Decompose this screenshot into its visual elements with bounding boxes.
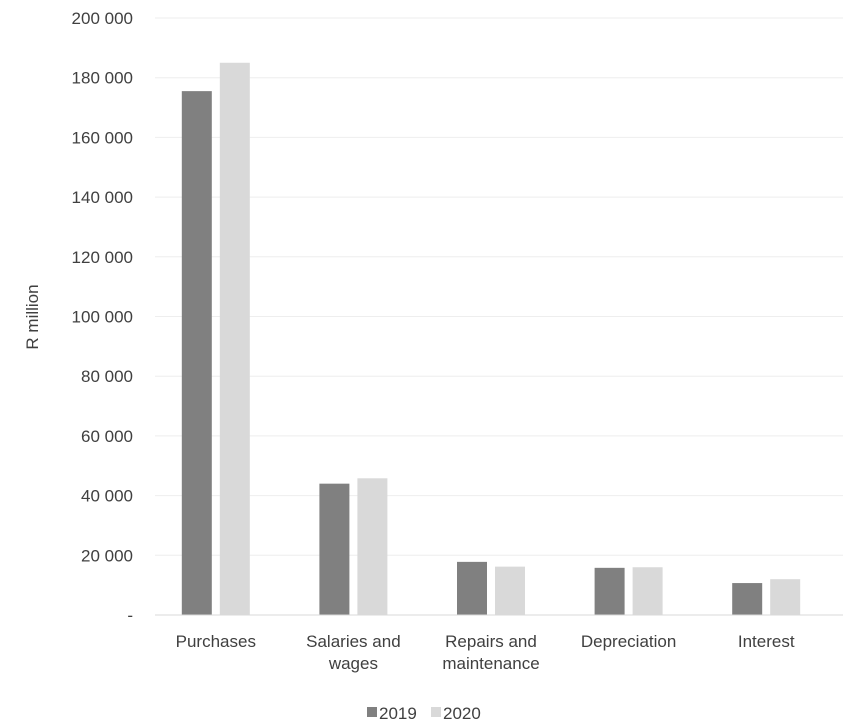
- x-category-label: Repairs and: [445, 632, 537, 651]
- bar-2020: [632, 567, 663, 615]
- bar-2020: [357, 478, 388, 615]
- legend: 2019 2020: [367, 704, 481, 723]
- legend-swatch-2019: [367, 707, 377, 717]
- y-tick-label: 120 000: [72, 248, 133, 267]
- x-axis-category-labels: Purchases Salaries and wages Repairs and mai…: [176, 632, 795, 673]
- y-tick-label: 40 000: [81, 487, 133, 506]
- y-tick-label: 20 000: [81, 546, 133, 565]
- y-axis-tick-labels: - 20 000 40 000 60 000 80 000 100 000 120 000 1…: [72, 9, 133, 625]
- y-tick-label: 60 000: [81, 427, 133, 446]
- bar-2020: [770, 579, 801, 615]
- bar-2019: [594, 567, 625, 615]
- bar-2019: [319, 483, 350, 615]
- legend-label: 2019: [379, 704, 417, 723]
- bar-2019: [457, 561, 487, 615]
- gridlines: [155, 17, 843, 556]
- x-category-label: Interest: [738, 632, 795, 651]
- y-tick-label: 80 000: [81, 367, 133, 386]
- y-tick-label: 200 000: [72, 9, 133, 28]
- bar-2020: [495, 566, 525, 615]
- legend-swatch-2020: [431, 707, 441, 717]
- y-tick-label: -: [127, 606, 133, 625]
- bar-2020: [219, 62, 250, 615]
- legend-label: 2020: [443, 704, 481, 723]
- x-category-label: wages: [328, 654, 378, 673]
- bar-2019: [181, 91, 212, 615]
- y-tick-label: 100 000: [72, 308, 133, 327]
- x-category-label: Salaries and: [306, 632, 401, 651]
- y-tick-label: 160 000: [72, 128, 133, 147]
- y-tick-label: 180 000: [72, 69, 133, 88]
- x-category-label: Depreciation: [581, 632, 676, 651]
- bar-2019: [732, 583, 763, 615]
- x-category-label: maintenance: [442, 654, 539, 673]
- y-tick-label: 140 000: [72, 188, 133, 207]
- y-axis-title: R million: [23, 284, 42, 349]
- bars: [181, 62, 801, 615]
- x-category-label: Purchases: [176, 632, 256, 651]
